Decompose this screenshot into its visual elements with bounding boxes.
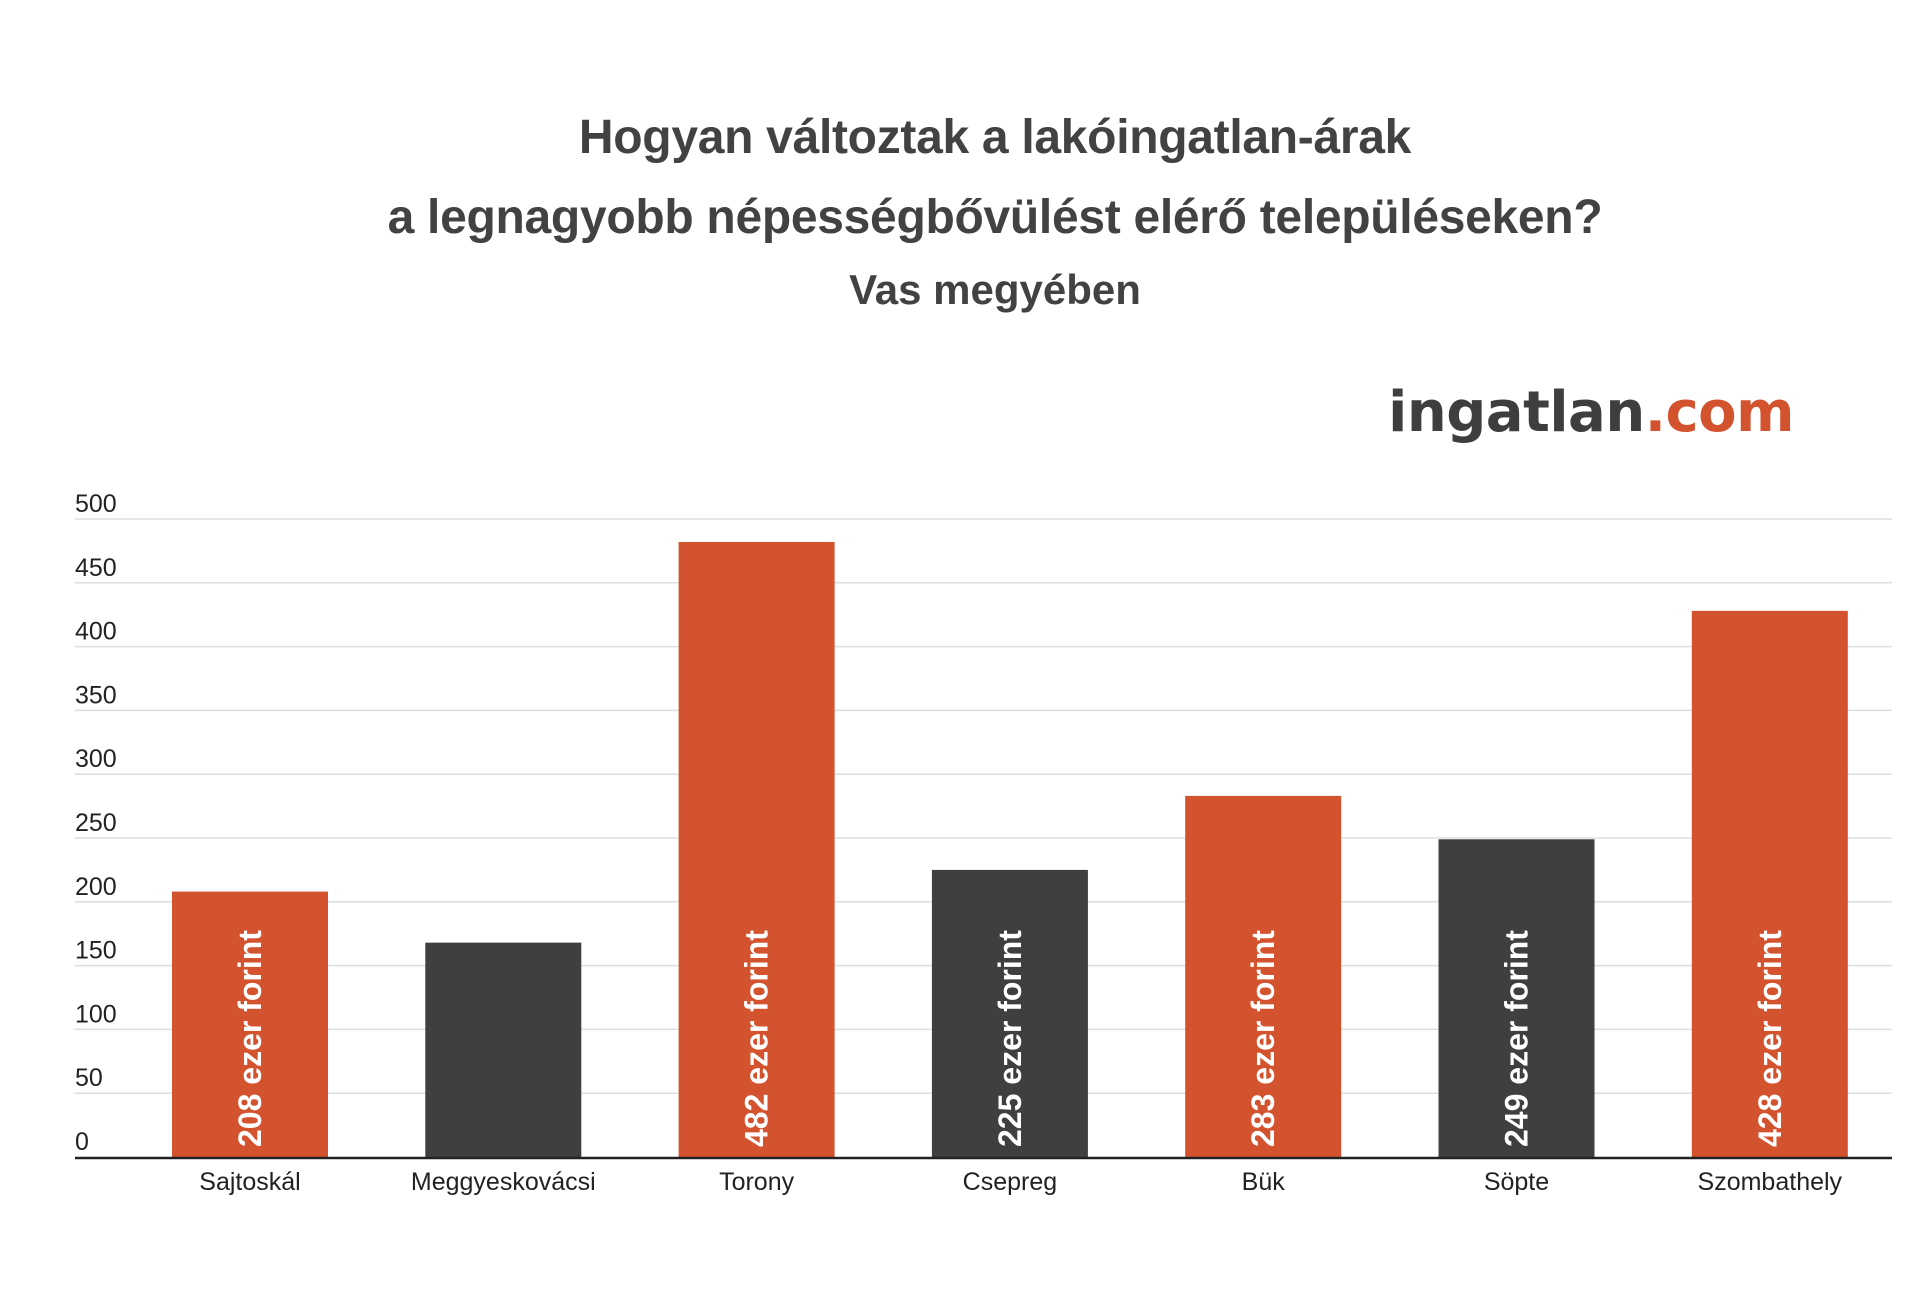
x-tick-label: Szombathely: [1698, 1168, 1843, 1196]
x-tick-label: Sajtoskál: [199, 1168, 300, 1196]
y-tick-label: 100: [75, 1000, 117, 1028]
bar: [1185, 795, 1342, 1157]
x-tick-label: Söpte: [1484, 1168, 1549, 1196]
bar-data-label: 482 ezer forint: [739, 930, 775, 1147]
bar: [425, 942, 582, 1157]
y-tick-label: 0: [75, 1128, 89, 1156]
y-tick-label: 400: [75, 618, 117, 646]
bar-data-label: 283 ezer forint: [1245, 930, 1281, 1147]
chart-subtitle: Vas megyében: [849, 266, 1141, 313]
x-tick-label: Csepreg: [963, 1168, 1058, 1196]
y-tick-label: 500: [75, 490, 117, 518]
x-tick-label: Torony: [719, 1168, 795, 1196]
bar-data-label: 225 ezer forint: [992, 930, 1028, 1147]
chart-title-line-2: a legnagyobb népességbővülést elérő tele…: [387, 191, 1603, 244]
bar-data-label: 249 ezer forint: [1499, 930, 1535, 1147]
bar: [1691, 610, 1848, 1157]
x-axis-tick-labels: Sajtoskál Meggyeskovácsi Torony Csepreg Bük S…: [199, 1168, 1842, 1196]
chart-title-line-1: Hogyan változtak a lakóingatlan-árak: [578, 111, 1412, 164]
x-tick-label: Bük: [1242, 1168, 1286, 1196]
logo-suffix: .com: [1644, 380, 1795, 445]
bar: [1438, 839, 1595, 1157]
y-axis-tick-labels: 0 50 100 150 200 250 300 350 400 450 500: [75, 490, 117, 1156]
ingatlan-com-logo: ingatlan.com: [1388, 380, 1794, 445]
y-tick-label: 300: [75, 745, 117, 773]
bar-data-label: 208 ezer forint: [232, 930, 268, 1147]
bar: [931, 869, 1088, 1157]
x-tick-label: Meggyeskovácsi: [411, 1168, 596, 1196]
bar-data-labels: 208 ezer forint 482 ezer forint 225 ezer f…: [232, 930, 1788, 1147]
y-tick-label: 250: [75, 809, 117, 837]
bar: [678, 541, 835, 1157]
y-tick-label: 150: [75, 937, 117, 965]
y-tick-label: 50: [75, 1064, 103, 1092]
y-tick-label: 450: [75, 554, 117, 582]
logo-main: ingatlan: [1388, 380, 1645, 445]
bar: [172, 891, 328, 1157]
chart-title-block: Hogyan változtak a lakóingatlan-árak a l…: [0, 98, 1920, 320]
bars: [172, 541, 1848, 1157]
y-tick-label: 350: [75, 681, 117, 709]
y-tick-label: 200: [75, 873, 117, 901]
bar-data-label: 428 ezer forint: [1752, 930, 1788, 1147]
